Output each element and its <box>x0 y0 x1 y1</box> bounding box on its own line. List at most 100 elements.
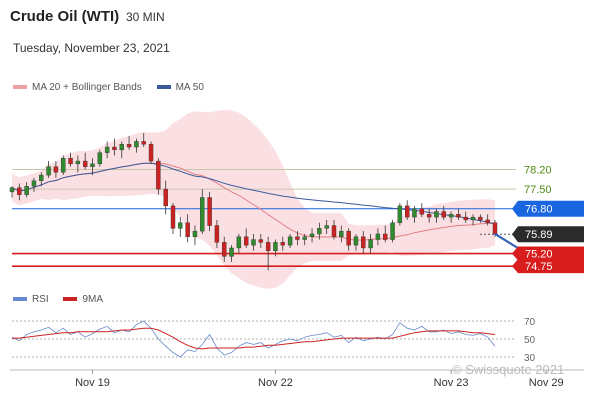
candle-body <box>148 144 154 162</box>
legend-item-9ma: 9MA <box>63 294 103 305</box>
candle-body <box>200 197 205 232</box>
candle-body <box>90 163 95 167</box>
x-tick-label: Nov 23 <box>434 377 469 389</box>
level-label-0: 78.20 <box>524 164 552 176</box>
level-box-2 <box>512 200 584 217</box>
legend-label-rsi: RSI <box>32 293 49 305</box>
rsi-tick-50: 50 <box>524 335 536 346</box>
candle-body <box>126 144 132 148</box>
legend-label-ma50: MA 50 <box>175 81 204 93</box>
candle-body <box>258 239 264 243</box>
price-levels-layer <box>12 168 516 267</box>
candle-body <box>361 236 366 249</box>
candle-body <box>163 188 168 207</box>
candle-body <box>31 180 37 187</box>
candle-body <box>448 214 454 218</box>
level-label-2: 76.80 <box>525 204 553 216</box>
candle-body <box>9 187 15 193</box>
legend-label-9ma: 9MA <box>82 293 104 305</box>
chart-title: Crude Oil (WTI) <box>10 8 120 25</box>
candle-body <box>375 233 381 240</box>
candle-body <box>192 230 198 237</box>
price-legend: MA 20 + Bollinger Bands MA 50 <box>13 81 216 93</box>
candle-body <box>119 144 124 151</box>
candle-body <box>265 242 271 251</box>
candle-body <box>419 208 425 215</box>
x-tick-label: Nov 19 <box>75 377 110 389</box>
candle-body <box>280 242 285 246</box>
rsi-legend: RSI 9MA <box>13 293 115 305</box>
candle-body <box>339 230 344 237</box>
candle-body <box>39 174 44 181</box>
candle-body <box>156 160 161 190</box>
candle-body <box>397 205 403 223</box>
candle-body <box>426 214 432 218</box>
candle-body <box>463 216 468 221</box>
candle-body <box>390 222 395 240</box>
candle-body <box>104 146 110 153</box>
candle-body <box>485 219 490 223</box>
date-label: Tuesday, November 23, 2021 <box>13 41 170 55</box>
candle-body <box>17 187 22 195</box>
x-axis: Nov 19 Nov 22 Nov 23 Nov 29 <box>10 369 584 389</box>
candle-body <box>53 166 59 173</box>
candle-body <box>68 158 73 165</box>
candle-body <box>492 222 498 235</box>
legend-swatch-ma20 <box>13 85 27 89</box>
candle-body <box>324 225 329 229</box>
legend-item-rsi: RSI <box>13 294 49 305</box>
candle-body <box>112 146 117 151</box>
legend-label-ma20: MA 20 + Bollinger Bands <box>32 81 142 93</box>
x-tick-label: Nov 22 <box>258 377 293 389</box>
candle-body <box>82 160 88 167</box>
candle-body <box>214 225 220 243</box>
candle-body <box>185 222 190 237</box>
bollinger-band <box>12 109 495 289</box>
candle-body <box>207 197 212 226</box>
candle-body <box>243 236 249 246</box>
x-tick-label: Nov 29 <box>529 377 564 389</box>
level-label-1: 77.50 <box>524 184 552 196</box>
level-box-3 <box>512 226 584 243</box>
candles-layer <box>9 133 498 271</box>
candle-body <box>97 152 103 165</box>
legend-swatch-rsi <box>13 297 27 301</box>
candle-body <box>170 205 176 229</box>
candle-body <box>353 236 359 246</box>
rsi-panel: 70 50 30 <box>11 317 536 364</box>
candle-body <box>178 222 183 229</box>
rsi-tick-70: 70 <box>524 317 536 328</box>
candle-body <box>470 216 476 221</box>
candle-body <box>331 225 337 237</box>
rsi-series-9ma <box>12 327 496 350</box>
rsi-series-rsi <box>11 320 496 358</box>
level-box-4 <box>512 246 584 261</box>
candle-body <box>383 233 388 240</box>
legend-swatch-9ma <box>63 297 78 301</box>
candle-body <box>61 158 66 173</box>
candle-body <box>404 205 410 218</box>
candle-body <box>229 247 234 257</box>
candle-body <box>222 242 227 257</box>
candle-body <box>478 216 483 221</box>
candle-body <box>317 228 322 235</box>
candle-body <box>134 141 139 148</box>
bollinger-band-layer <box>12 109 495 289</box>
candle-body <box>441 211 446 218</box>
level-label-3: 75.89 <box>525 229 553 241</box>
candle-body <box>75 160 81 165</box>
level-label-4: 75.20 <box>525 249 553 261</box>
candle-body <box>141 141 146 145</box>
candle-body <box>295 236 300 240</box>
legend-swatch-ma50 <box>156 85 171 89</box>
candle-body <box>273 242 278 251</box>
candle-body <box>24 186 29 195</box>
legend-item-ma20: MA 20 + Bollinger Bands <box>13 82 142 93</box>
candle-body <box>456 214 461 218</box>
candle-body <box>309 233 315 237</box>
candle-body <box>346 230 351 246</box>
legend-item-ma50: MA 50 <box>156 81 204 93</box>
candle-body <box>412 208 417 218</box>
candle-body <box>434 211 439 218</box>
